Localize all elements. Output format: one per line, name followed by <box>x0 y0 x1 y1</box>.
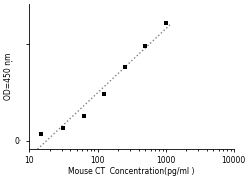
Text: ·: · <box>10 57 13 67</box>
Point <box>61 127 65 129</box>
Point <box>143 44 147 47</box>
Point <box>40 132 44 135</box>
Point <box>123 65 127 68</box>
X-axis label: Mouse CT  Concentration(pg/ml ): Mouse CT Concentration(pg/ml ) <box>68 167 195 176</box>
Y-axis label: OD=450 nm: OD=450 nm <box>4 53 13 100</box>
Point <box>102 93 106 96</box>
Point <box>164 22 168 25</box>
Point <box>82 114 86 117</box>
